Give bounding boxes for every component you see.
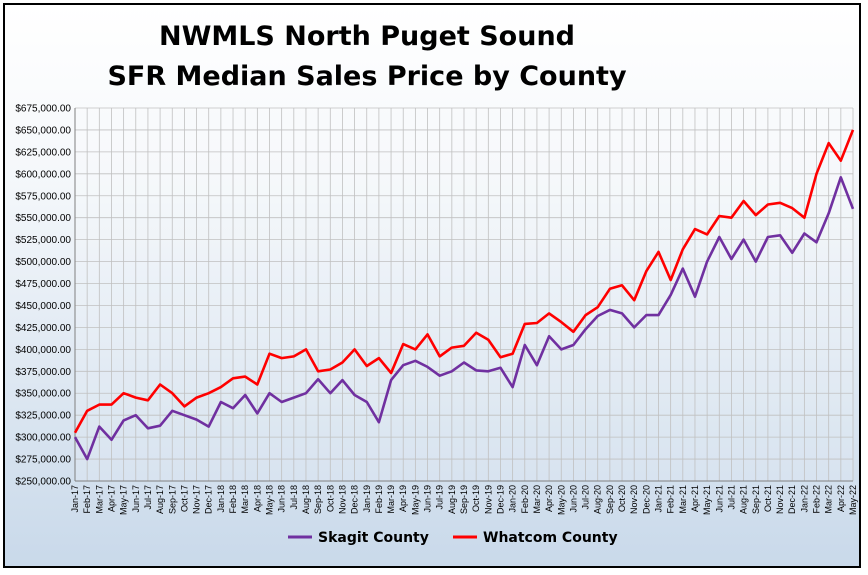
legend-label-skagit-county: Skagit County [318,530,429,546]
x-tick-label: Jun-17 [131,485,141,513]
x-tick-label: Oct-21 [763,485,773,512]
x-tick-label: Jun-18 [277,485,287,513]
x-tick-label: May-20 [556,485,566,515]
x-tick-label: Apr-18 [252,485,262,512]
y-tick-label: $450,000.00 [15,301,71,312]
y-tick-label: $575,000.00 [15,191,71,202]
y-tick-label: $675,000.00 [15,104,71,115]
x-tick-label: Jan-17 [70,485,80,513]
grid-lines [74,107,854,482]
x-tick-label: Feb-19 [374,485,384,514]
x-tick-label: Oct-17 [179,485,189,512]
x-tick-label: Jun-20 [568,485,578,513]
x-tick-label: Jun-21 [714,485,724,513]
x-tick-label: Nov-17 [192,485,202,514]
x-tick-label: Feb-21 [666,485,676,514]
x-tick-label: Sep-18 [313,485,323,514]
x-tick-label: Nov-21 [775,485,785,514]
x-tick-label: Mar-21 [678,485,688,514]
y-tick-label: $475,000.00 [15,279,71,290]
x-tick-label: May-19 [410,485,420,515]
x-tick-label: Apr-21 [690,485,700,512]
x-tick-label: Nov-19 [483,485,493,514]
x-tick-label: Dec-19 [495,485,505,514]
x-tick-label: Aug-18 [301,485,311,514]
x-tick-label: Jan-19 [362,485,372,513]
series-line-skagit-county [73,176,855,461]
y-tick-label: $625,000.00 [15,147,71,158]
y-tick-label: $325,000.00 [15,411,71,422]
x-tick-label: Apr-19 [398,485,408,512]
y-tick-label: $250,000.00 [15,477,71,488]
x-tick-label: Jul-19 [435,485,445,510]
x-tick-label: Aug-21 [739,485,749,514]
y-tick-label: $500,000.00 [15,257,71,268]
y-tick-label: $375,000.00 [15,367,71,378]
x-tick-label: Nov-20 [629,485,639,514]
chart-title: NWMLS North Puget Sound [159,21,575,52]
x-tick-label: May-17 [119,485,129,515]
x-tick-label: Dec-18 [350,485,360,514]
x-tick-label: Jul-17 [143,485,153,510]
legend-label-whatcom-county: Whatcom County [483,530,618,546]
x-tick-label: Jan-18 [216,485,226,513]
chart-subtitle: SFR Median Sales Price by County [107,61,627,92]
x-tick-label: Feb-17 [82,485,92,514]
chart-frame: NWMLS North Puget Sound SFR Median Sales… [3,3,861,568]
x-tick-label: Mar-20 [532,485,542,514]
x-tick-label: Sep-20 [605,485,615,514]
y-tick-label: $400,000.00 [15,345,71,356]
x-tick-label: Sep-17 [167,485,177,514]
x-tick-label: Jul-20 [581,485,591,510]
x-tick-label: Dec-17 [204,485,214,514]
y-tick-label: $600,000.00 [15,169,71,180]
chart-canvas: NWMLS North Puget Sound SFR Median Sales… [15,21,858,546]
y-tick-label: $300,000.00 [15,433,71,444]
y-tick-label: $275,000.00 [15,455,71,466]
x-tick-label: May-22 [848,485,858,515]
series-lines [73,129,855,461]
x-tick-label: Jan-20 [508,485,518,513]
x-tick-label: Mar-19 [386,485,396,514]
x-tick-label: Dec-20 [641,485,651,514]
x-tick-label: Jul-18 [289,485,299,510]
x-tick-label: May-18 [265,485,275,515]
y-tick-label: $350,000.00 [15,389,71,400]
x-tick-label: May-21 [702,485,712,515]
x-tick-label: Nov-18 [337,485,347,514]
y-tick-label: $550,000.00 [15,213,71,224]
x-tick-label: Sep-19 [459,485,469,514]
x-tick-label: Mar-17 [94,485,104,514]
y-tick-label: $650,000.00 [15,125,71,136]
x-tick-label: Mar-22 [824,485,834,514]
x-tick-label: Feb-20 [520,485,530,514]
x-tick-label: Jul-21 [726,485,736,510]
x-tick-label: Oct-18 [325,485,335,512]
x-tick-label: Feb-18 [228,485,238,514]
x-tick-label: Feb-22 [812,485,822,514]
x-tick-label: Aug-19 [447,485,457,514]
x-tick-label: Aug-17 [155,485,165,514]
y-tick-label: $425,000.00 [15,323,71,334]
x-tick-label: Jan-21 [654,485,664,513]
x-tick-label: Mar-18 [240,485,250,514]
series-line-whatcom-county [73,129,855,434]
legend: Skagit County Whatcom County [288,530,618,546]
x-tick-label: Dec-21 [787,485,797,514]
x-tick-label: Jun-19 [423,485,433,513]
x-tick-label: Oct-19 [471,485,481,512]
x-tick-label: Jan-22 [799,485,809,513]
y-tick-label: $525,000.00 [15,235,71,246]
x-tick-label: Aug-20 [593,485,603,514]
x-tick-label: Apr-20 [544,485,554,512]
y-axis: $250,000.00 $275,000.00 $300,000.00 $325,00… [15,104,71,488]
x-tick-label: Sep-21 [751,485,761,514]
x-tick-label: Oct-20 [617,485,627,512]
x-axis: Jan-17 Feb-17 Mar-17 Apr-17 May-17 Jun-17 Jul-… [70,108,858,515]
x-tick-label: Apr-17 [106,485,116,512]
x-tick-label: Apr-22 [836,485,846,512]
